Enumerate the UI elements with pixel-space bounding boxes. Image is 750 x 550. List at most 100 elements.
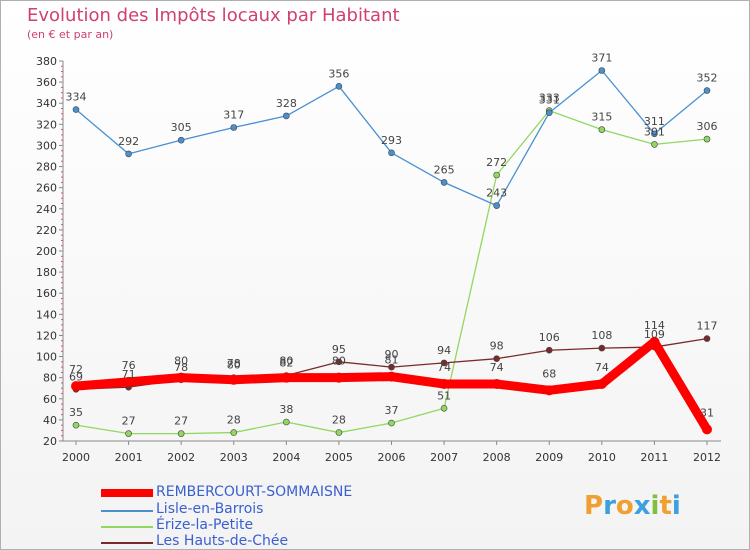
data-point (71, 381, 81, 392)
y-tick-label: 380 (36, 55, 57, 68)
data-label: 305 (171, 121, 192, 134)
data-point (335, 83, 343, 90)
x-tick-label: 2002 (167, 451, 195, 464)
data-label: 37 (385, 404, 399, 417)
x-tick-label: 2011 (640, 451, 668, 464)
data-label: 71 (122, 368, 136, 381)
data-point (230, 429, 238, 436)
data-label: 106 (539, 331, 560, 344)
data-point (439, 379, 450, 389)
data-label: 38 (279, 403, 293, 416)
data-label: 356 (328, 67, 349, 80)
y-tick-label: 220 (36, 224, 57, 237)
data-label: 27 (122, 415, 136, 428)
data-label: 80 (279, 355, 293, 368)
data-point (544, 385, 555, 396)
x-tick-label: 2007 (430, 451, 458, 464)
data-point (228, 374, 239, 385)
data-label: 68 (542, 367, 556, 380)
data-label: 306 (697, 120, 718, 133)
y-tick-label: 140 (36, 308, 57, 321)
data-label: 90 (385, 348, 399, 361)
y-tick-label: 160 (36, 287, 57, 300)
data-label: 69 (69, 370, 83, 383)
data-label: 352 (697, 72, 718, 85)
y-tick-label: 300 (36, 139, 57, 152)
y-tick-label: 340 (36, 97, 57, 110)
data-label: 74 (437, 361, 451, 374)
y-tick-label: 180 (36, 266, 57, 279)
data-label: 98 (490, 340, 504, 353)
x-tick-label: 2004 (272, 451, 300, 464)
data-label: 51 (437, 389, 451, 402)
x-tick-label: 2010 (588, 451, 616, 464)
data-label: 80 (174, 355, 188, 368)
data-point (598, 126, 606, 133)
legend-label: REMBERCOURT-SOMMAISNE (156, 484, 353, 500)
data-point (177, 136, 185, 144)
data-label: 74 (490, 361, 504, 374)
y-tick-label: 100 (36, 351, 57, 364)
legend-swatch (101, 526, 153, 528)
data-label: 334 (66, 91, 87, 104)
data-point (72, 421, 80, 429)
logo-letter: t (659, 491, 672, 521)
data-label: 76 (122, 359, 136, 372)
data-point (125, 430, 132, 437)
data-label: 317 (223, 109, 244, 122)
legend-label: Les Hauts-de-Chée (156, 533, 289, 549)
data-point (335, 429, 343, 436)
data-label: 94 (437, 344, 451, 357)
legend-swatch (101, 510, 153, 512)
series-line (75, 109, 708, 435)
data-label: 109 (644, 328, 665, 341)
data-point (703, 135, 711, 143)
data-point (333, 372, 344, 383)
data-point (651, 141, 658, 148)
data-point (176, 372, 187, 383)
data-point (702, 424, 712, 435)
data-point (283, 112, 290, 120)
data-point (230, 124, 238, 131)
y-tick-label: 40 (43, 414, 57, 427)
y-tick-label: 60 (43, 393, 57, 406)
data-point (283, 418, 290, 426)
data-point (72, 106, 80, 113)
data-point (123, 376, 134, 387)
data-label: 371 (591, 52, 612, 65)
y-tick-label: 360 (36, 76, 57, 89)
y-tick-label: 240 (36, 203, 57, 216)
x-tick-label: 2000 (62, 451, 90, 464)
data-point (386, 371, 397, 382)
x-tick-label: 2008 (483, 451, 511, 464)
logo-letter: i (671, 491, 681, 521)
data-label: 272 (486, 156, 507, 169)
data-label: 117 (697, 320, 718, 333)
data-point (125, 150, 132, 158)
x-tick-label: 2003 (220, 451, 248, 464)
data-point (493, 171, 500, 179)
data-point (598, 67, 606, 74)
data-label: 301 (644, 125, 665, 138)
data-label: 80 (227, 359, 241, 372)
y-tick-label: 280 (36, 161, 57, 174)
logo-letter: x (633, 491, 651, 521)
logo-letter: r (603, 491, 616, 521)
y-tick-label: 20 (43, 435, 57, 448)
data-label: 28 (227, 414, 241, 427)
legend-label: Lisle-en-Barrois (156, 501, 264, 517)
data-point (388, 363, 395, 371)
data-label: 265 (434, 163, 455, 176)
x-tick-label: 2001 (115, 451, 143, 464)
data-label: 31 (700, 406, 714, 419)
data-point (440, 359, 448, 367)
data-point (493, 355, 500, 362)
logo-letter: o (615, 491, 634, 521)
data-label: 311 (644, 115, 665, 128)
y-tick-label: 120 (36, 329, 57, 342)
data-point (545, 346, 553, 354)
x-tick-label: 2005 (325, 451, 353, 464)
data-point (388, 419, 395, 427)
chart-title: Evolution des Impôts locaux par Habitant (27, 5, 400, 26)
